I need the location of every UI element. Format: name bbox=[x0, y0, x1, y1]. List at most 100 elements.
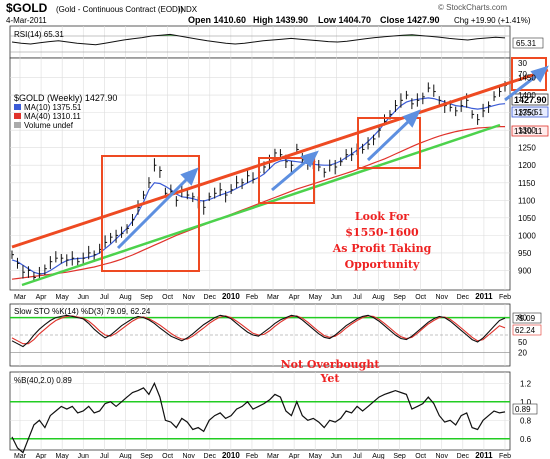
pctb-value-label: 0.89 bbox=[515, 405, 531, 414]
ma40-legend: MA(40) 1310.11 bbox=[24, 112, 81, 121]
x-tick-label: Sep bbox=[393, 294, 406, 301]
x-tick-label: Nov bbox=[182, 294, 195, 301]
ma40-swatch bbox=[14, 113, 21, 119]
y-tick-label: 950 bbox=[518, 249, 532, 258]
open-value: Open 1410.60 bbox=[188, 15, 246, 25]
rsi-70-label: 70 bbox=[518, 70, 527, 79]
x-tick-label: Aug bbox=[119, 453, 132, 459]
rsi-value-box bbox=[512, 37, 544, 49]
ma40-value-box bbox=[511, 125, 549, 137]
pctb-layer: 1.2 1.0 0.8 0.6 %B(40,2.0) 0.89 0.89 bbox=[10, 376, 538, 454]
trend-arrow-4 bbox=[504, 71, 541, 102]
y-tick-label: 1050 bbox=[518, 214, 536, 223]
symbol-title: $GOLD bbox=[6, 1, 48, 15]
instrument-name: (Gold - Continuous Contract (EOD)) bbox=[56, 5, 183, 14]
y-tick-label: 1300 bbox=[518, 126, 536, 135]
volume-legend: Volume undef bbox=[24, 121, 74, 130]
x-tick-label: Oct bbox=[415, 453, 426, 459]
x-tick-label: Aug bbox=[119, 294, 132, 301]
annotation-line-2: $1550-1600 bbox=[345, 226, 419, 239]
x-tick-label: Mar bbox=[267, 453, 280, 459]
chart-header: $GOLD (Gold - Continuous Contract (EOD))… bbox=[6, 1, 531, 25]
y-tick-label: 1250 bbox=[518, 144, 536, 153]
pctb-line bbox=[11, 381, 506, 454]
x-tick-label: Dec bbox=[457, 453, 470, 459]
x-tick-label: Sep bbox=[393, 453, 406, 459]
x-tick-label: Mar bbox=[14, 294, 27, 301]
x-tick-label: Jun bbox=[78, 294, 89, 301]
x-tick-label: 2011 bbox=[475, 451, 493, 459]
gridlines bbox=[10, 26, 510, 450]
x-tick-label: 2011 bbox=[475, 292, 493, 301]
sto-k-label: 79.09 bbox=[515, 314, 536, 323]
close-value-label: 1427.90 bbox=[514, 95, 547, 105]
x-tick-label: Jun bbox=[331, 294, 342, 301]
ma10-swatch bbox=[14, 104, 21, 110]
x-tick-label: Feb bbox=[246, 294, 258, 301]
x-tick-label: 2010 bbox=[222, 292, 240, 301]
pctb-tick-label: 0.8 bbox=[520, 416, 532, 425]
x-tick-label: Feb bbox=[499, 453, 511, 459]
trend-arrow-2 bbox=[271, 156, 311, 192]
arrow-head-3 bbox=[402, 109, 421, 128]
y-tick-label: 1200 bbox=[518, 161, 536, 170]
trend-arrow-1 bbox=[116, 174, 192, 250]
x-tick-label: Apr bbox=[36, 294, 48, 301]
y-tick-label: 1400 bbox=[518, 91, 536, 100]
stockcharts-credit: © StockCharts.com bbox=[438, 3, 507, 12]
high-value: High 1439.90 bbox=[253, 15, 308, 25]
trend-overlays bbox=[11, 57, 549, 287]
rsi-panel bbox=[9, 25, 511, 59]
sto-k-line bbox=[11, 314, 506, 348]
sto-annotation-line-1: Not Overbought bbox=[281, 358, 381, 371]
arrow-head-4 bbox=[530, 65, 549, 83]
annotation-line-3: As Profit Taking bbox=[332, 242, 432, 255]
sto-20-label: 20 bbox=[518, 348, 527, 357]
target-box bbox=[511, 57, 547, 91]
consolidation-box-3 bbox=[357, 117, 421, 169]
x-tick-label: Apr bbox=[289, 453, 301, 459]
change-value: Chg +19.90 (+1.41%) bbox=[454, 16, 531, 25]
close-value-box bbox=[511, 93, 549, 106]
ma10-legend: MA(10) 1375.51 bbox=[24, 103, 82, 112]
sto-annotation-line-2: Yet bbox=[320, 372, 341, 385]
x-tick-label: May bbox=[56, 453, 70, 459]
sto-d-box bbox=[512, 324, 542, 336]
x-tick-label: 2010 bbox=[222, 451, 240, 459]
pctb-legend: %B(40,2.0) 0.89 bbox=[14, 376, 72, 385]
x-tick-label: May bbox=[309, 453, 323, 459]
x-tick-label: Jul bbox=[353, 453, 362, 459]
x-tick-label: Aug bbox=[372, 294, 385, 301]
y-tick-label: 1150 bbox=[518, 179, 536, 188]
arrow-head-1 bbox=[180, 167, 199, 186]
y-tick-label: 1450 bbox=[518, 74, 536, 83]
trend-arrow-3 bbox=[366, 116, 414, 162]
sto-legend: Slow STO %K(14) %D(3) 79.09, 62.24 bbox=[14, 307, 151, 316]
x-tick-label: Dec bbox=[204, 294, 217, 301]
volume-swatch bbox=[14, 122, 21, 128]
y-tick-label: 900 bbox=[518, 266, 532, 275]
sto-d-label: 62.24 bbox=[515, 326, 536, 335]
pctb-tick-label: 0.6 bbox=[520, 435, 532, 444]
sto-annotation: Not Overbought Yet bbox=[281, 358, 381, 385]
pctb-value-box bbox=[512, 403, 538, 415]
x-tick-label: May bbox=[56, 294, 70, 301]
rsi-line bbox=[11, 33, 506, 46]
x-tick-label: Jun bbox=[78, 453, 89, 459]
date-label: 4-Mar-2011 bbox=[6, 16, 47, 25]
x-tick-label: Sep bbox=[140, 294, 153, 301]
x-tick-label: Aug bbox=[372, 453, 385, 459]
x-tick-label: Apr bbox=[289, 294, 301, 301]
x-tick-label: Jul bbox=[353, 294, 362, 301]
low-value: Low 1404.70 bbox=[318, 15, 371, 25]
x-tick-label: Nov bbox=[436, 294, 449, 301]
rsi-legend: RSI(14) 65.31 bbox=[14, 30, 64, 39]
sto-50-label: 50 bbox=[518, 338, 527, 347]
x-tick-label: Jul bbox=[100, 453, 109, 459]
y-tick-label: 1000 bbox=[518, 231, 536, 240]
profit-taking-annotation: Look For $1550-1600 As Profit Taking Opp… bbox=[332, 210, 432, 271]
x-tick-label: Nov bbox=[436, 453, 449, 459]
consolidation-box-1 bbox=[101, 155, 200, 272]
